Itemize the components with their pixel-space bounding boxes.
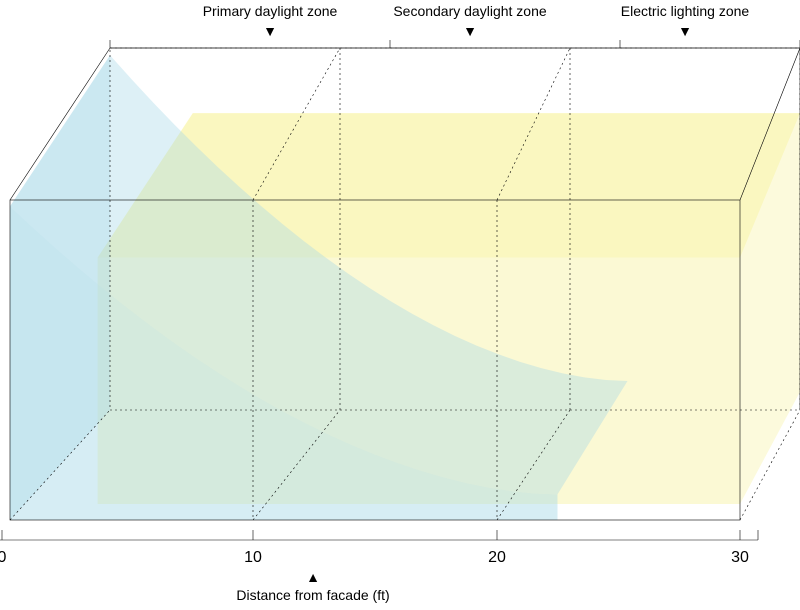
x-axis-title: Distance from facade (ft) <box>236 587 389 603</box>
x-axis-tick-label: 30 <box>731 549 749 566</box>
zone-label: Electric lighting zone <box>621 3 750 19</box>
zone-marker-icon: ▼ <box>678 23 692 39</box>
zone-marker-icon: ▼ <box>263 23 277 39</box>
x-axis-tick-label: 10 <box>244 549 262 566</box>
zone-label: Primary daylight zone <box>203 3 338 19</box>
x-axis-tick-label: 20 <box>488 549 506 566</box>
x-axis-tick-label: 0 <box>0 549 7 566</box>
zone-label: Secondary daylight zone <box>393 3 547 19</box>
zone-marker-icon: ▼ <box>463 23 477 39</box>
axis-marker-icon: ▲ <box>306 569 320 585</box>
